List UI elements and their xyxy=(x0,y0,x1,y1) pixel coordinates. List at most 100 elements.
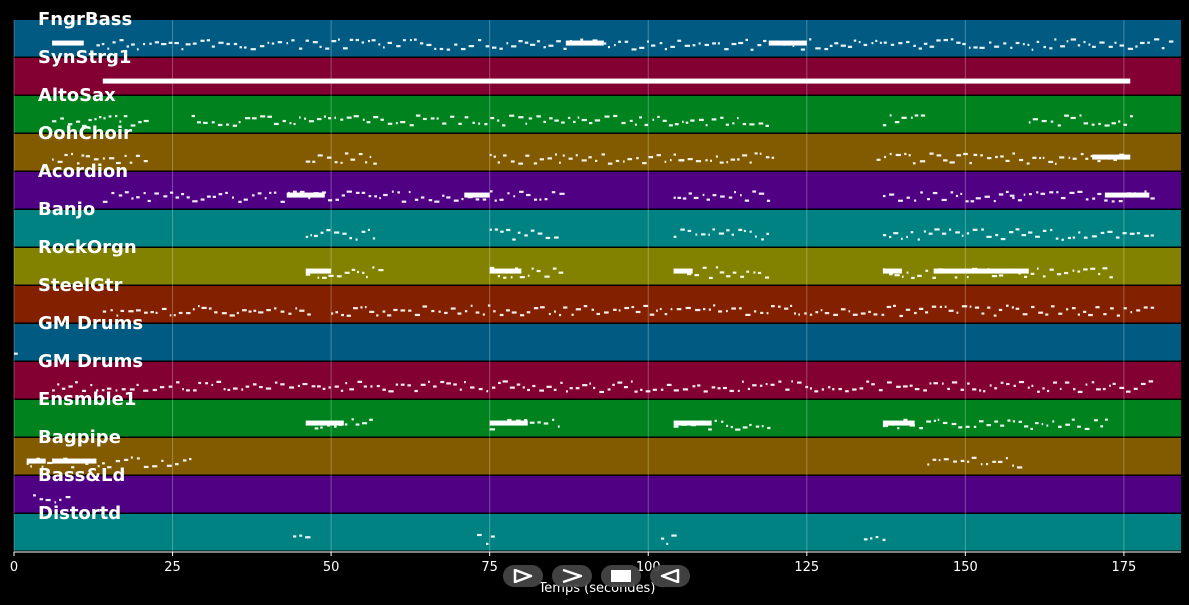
note xyxy=(911,276,915,280)
note xyxy=(297,384,301,388)
note xyxy=(914,199,917,202)
note xyxy=(973,153,978,157)
note xyxy=(961,234,964,237)
note xyxy=(61,387,66,390)
note xyxy=(518,40,523,43)
note xyxy=(742,154,748,157)
note xyxy=(289,122,292,125)
note xyxy=(1007,419,1011,422)
play-button[interactable] xyxy=(503,565,543,587)
note xyxy=(909,384,913,387)
note xyxy=(1005,190,1009,194)
note xyxy=(239,46,242,49)
note xyxy=(937,418,940,421)
note xyxy=(144,311,148,314)
note xyxy=(155,311,158,315)
note xyxy=(528,117,533,120)
note xyxy=(753,271,756,274)
note xyxy=(906,271,909,274)
note xyxy=(863,538,868,541)
note xyxy=(1078,231,1081,234)
note xyxy=(340,161,343,164)
note xyxy=(192,308,195,311)
note xyxy=(317,385,321,388)
note xyxy=(948,309,954,312)
note xyxy=(832,388,835,391)
note xyxy=(461,197,464,201)
note xyxy=(258,311,264,314)
note xyxy=(507,192,510,195)
note xyxy=(956,311,959,314)
note xyxy=(486,542,489,545)
note xyxy=(1015,307,1020,310)
note xyxy=(757,271,762,275)
note xyxy=(1038,311,1044,314)
note xyxy=(516,383,521,386)
note xyxy=(346,190,353,193)
stop-button[interactable] xyxy=(601,565,641,587)
note xyxy=(715,266,719,269)
note xyxy=(322,387,326,390)
note xyxy=(1031,384,1034,387)
note xyxy=(328,117,332,120)
note xyxy=(876,158,881,161)
note xyxy=(136,196,140,199)
note xyxy=(1049,268,1054,271)
note xyxy=(1144,234,1149,237)
note xyxy=(216,380,222,383)
note xyxy=(792,44,795,48)
note xyxy=(998,274,1004,277)
note xyxy=(604,115,610,118)
note xyxy=(739,194,742,197)
note xyxy=(76,162,80,165)
note xyxy=(752,384,757,387)
note xyxy=(530,43,536,46)
track-band xyxy=(14,286,1181,323)
note xyxy=(478,387,483,391)
note xyxy=(476,533,482,537)
note xyxy=(731,42,737,46)
note xyxy=(387,314,392,317)
note xyxy=(1070,38,1077,41)
note xyxy=(503,154,507,157)
x-tick-label: 25 xyxy=(164,560,181,575)
back-button[interactable] xyxy=(650,565,690,587)
note xyxy=(186,389,190,392)
note xyxy=(494,199,497,202)
note xyxy=(491,386,496,389)
note xyxy=(563,47,567,50)
note xyxy=(944,305,947,308)
note xyxy=(378,269,384,272)
note xyxy=(1077,313,1081,316)
note xyxy=(993,314,997,317)
note xyxy=(548,312,551,316)
note xyxy=(558,313,562,317)
note xyxy=(800,48,805,51)
note xyxy=(607,388,611,391)
note xyxy=(524,418,528,422)
note xyxy=(1090,267,1096,270)
note xyxy=(75,381,78,384)
note-block xyxy=(933,268,1029,274)
note xyxy=(252,117,257,120)
note xyxy=(1123,307,1127,310)
note xyxy=(159,386,165,389)
note xyxy=(363,385,367,388)
note xyxy=(115,459,121,463)
note xyxy=(1150,234,1154,237)
next-button[interactable] xyxy=(552,565,592,587)
note xyxy=(302,382,308,386)
note xyxy=(906,235,908,239)
note xyxy=(992,460,997,463)
play-icon xyxy=(513,569,533,583)
note xyxy=(123,458,129,462)
note xyxy=(33,494,36,497)
note xyxy=(457,312,462,315)
note xyxy=(928,232,933,235)
note xyxy=(755,235,757,238)
note xyxy=(1065,308,1069,311)
note xyxy=(939,305,942,309)
note xyxy=(710,159,713,162)
note xyxy=(595,159,598,162)
note xyxy=(927,198,930,201)
